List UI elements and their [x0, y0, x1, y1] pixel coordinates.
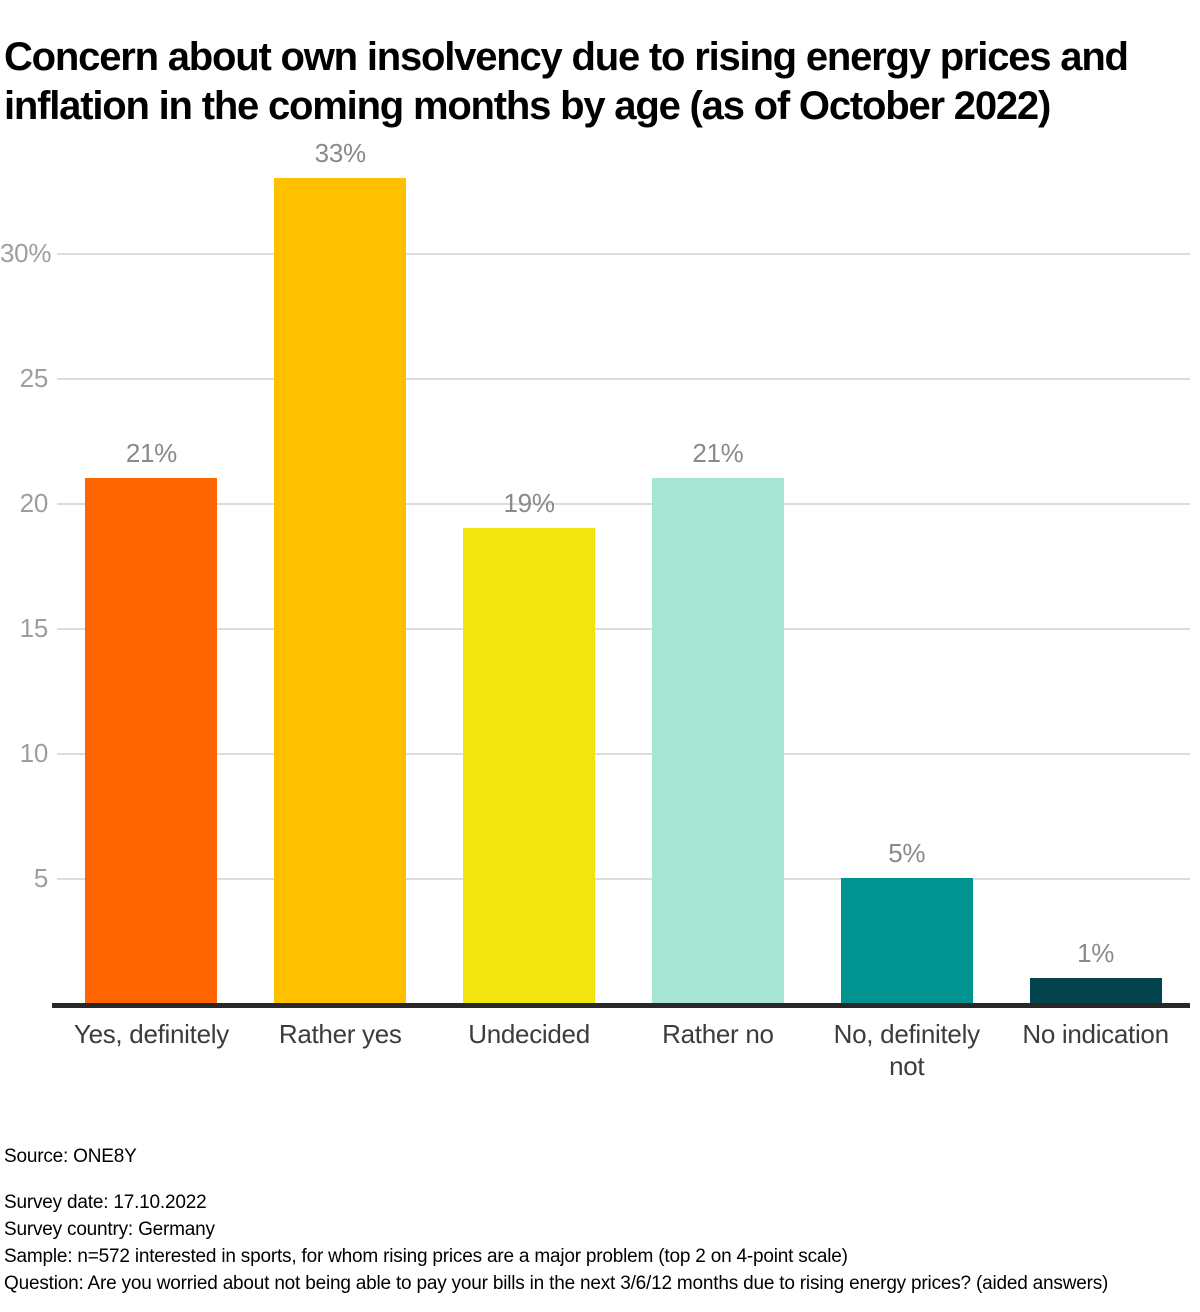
bar-value-label: 5%	[888, 838, 926, 868]
y-tick-label: 30%	[0, 238, 52, 268]
bar-value-label: 33%	[314, 138, 366, 168]
bar-yes-definitely	[85, 478, 218, 1003]
bar-chart: 5 10 15 20 25 30% 21% 33% 19% 21% 5% 1%	[0, 138, 1200, 1008]
y-tick-label: 25	[19, 363, 49, 393]
bar-no-definitely-not	[840, 878, 973, 1003]
bar-no-indication	[1029, 978, 1162, 1003]
bar-rather-yes	[274, 178, 407, 1003]
x-axis-labels: Yes, definitely Rather yes Undecided Rather…	[57, 1018, 1190, 1082]
survey-country-note: Survey country: Germany	[4, 1219, 215, 1240]
y-tick-label: 20	[19, 488, 49, 518]
x-axis-label: No indication	[1022, 1019, 1169, 1049]
bar-undecided	[463, 528, 596, 1003]
source-note: Source: ONE8Y	[4, 1146, 137, 1167]
y-tick-label: 15	[19, 613, 49, 643]
chart-footnotes: Source: ONE8Y Survey date: 17.10.2022 Su…	[0, 1143, 1196, 1297]
question-note: Question: Are you worried about not bein…	[4, 1273, 1109, 1294]
survey-date-note: Survey date: 17.10.2022	[4, 1192, 207, 1213]
plot-area: 21% 33% 19% 21% 5% 1%	[57, 138, 1190, 1008]
x-axis-label: Rather yes	[278, 1019, 402, 1049]
x-axis-line	[52, 1003, 1190, 1008]
gridline	[57, 753, 1190, 755]
y-tick-label: 10	[19, 738, 49, 768]
gridline	[57, 378, 1190, 380]
bar-value-label: 1%	[1077, 938, 1115, 968]
bar-value-label: 19%	[503, 488, 555, 518]
x-axis-label: No, definitely not	[833, 1019, 980, 1081]
y-axis: 5 10 15 20 25 30%	[0, 150, 52, 1008]
sample-note: Sample: n=572 interested in sports, for …	[4, 1246, 848, 1267]
bar-rather-no	[651, 478, 784, 1003]
y-tick-label: 5	[33, 863, 48, 893]
gridline	[57, 503, 1190, 505]
gridline	[57, 628, 1190, 630]
gridline	[57, 878, 1190, 880]
gridline	[57, 253, 1190, 255]
x-axis-label: Yes, definitely	[73, 1019, 229, 1049]
bar-value-label: 21%	[125, 438, 177, 468]
bar-value-label: 21%	[692, 438, 744, 468]
x-axis-label: Undecided	[468, 1019, 590, 1049]
x-axis-label: Rather no	[662, 1019, 774, 1049]
page-title: Concern about own insolvency due to risi…	[4, 34, 1129, 128]
